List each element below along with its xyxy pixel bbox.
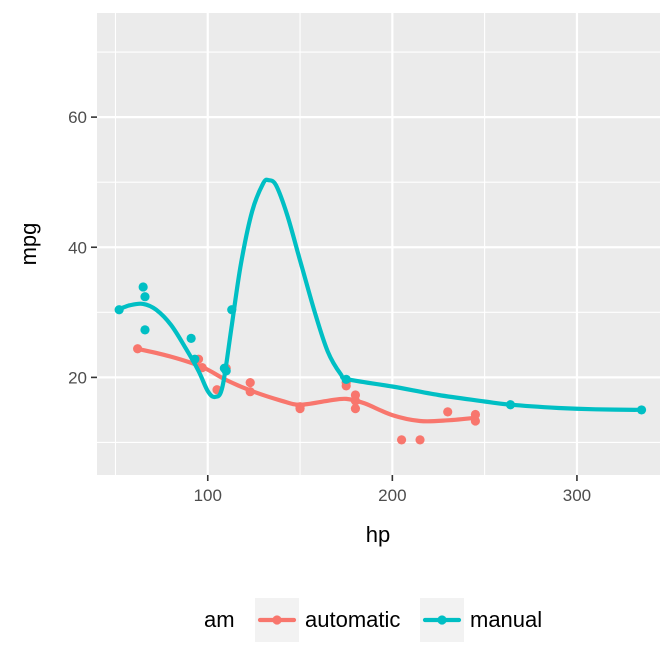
x-tick-label: 300 (563, 486, 591, 505)
plot-panel (97, 13, 660, 475)
x-axis-title: hp (366, 522, 390, 547)
legend: am automatic manual (204, 598, 542, 642)
data-point-automatic (415, 435, 425, 445)
axis-ticks (91, 116, 578, 481)
legend-label-manual: manual (470, 607, 542, 632)
legend-title: am (204, 607, 235, 632)
legend-keys (255, 598, 464, 642)
data-point-manual (138, 282, 148, 292)
data-point-manual (140, 292, 150, 302)
grid-minor (97, 13, 660, 475)
y-tick-label: 40 (68, 238, 87, 257)
y-axis-title: mpg (16, 223, 41, 266)
x-tick-label: 200 (378, 486, 406, 505)
legend-key-point-automatic (272, 615, 282, 625)
data-point-automatic (245, 378, 255, 388)
tick-labels: 100 200 300 20 40 60 (68, 108, 591, 505)
smooth-line-automatic (135, 346, 478, 424)
series-manual (114, 177, 647, 415)
data-point-manual (140, 325, 150, 335)
smooth-line-manual (117, 177, 644, 412)
legend-key-point-manual (437, 615, 447, 625)
y-tick-label: 20 (68, 368, 87, 387)
series-layer (114, 177, 647, 445)
data-point-automatic (443, 407, 453, 417)
data-point-automatic (350, 404, 361, 414)
x-tick-label: 100 (194, 486, 222, 505)
legend-label-automatic: automatic (305, 607, 400, 632)
data-point-manual (186, 333, 196, 343)
grid-major (97, 13, 660, 475)
y-tick-label: 60 (68, 108, 87, 127)
data-point-automatic (350, 390, 361, 400)
series-automatic (133, 344, 481, 445)
data-point-automatic (396, 435, 407, 445)
